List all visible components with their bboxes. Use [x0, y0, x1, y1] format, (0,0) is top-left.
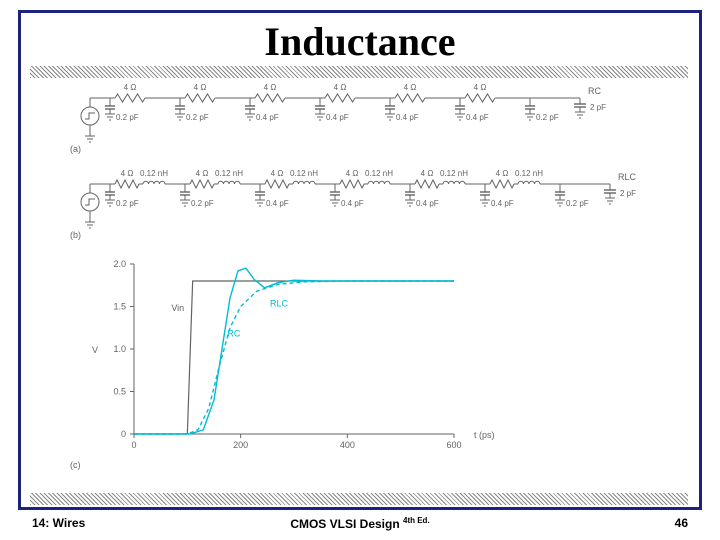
- decoration-bar-top: [30, 66, 688, 78]
- svg-text:0.2 pF: 0.2 pF: [566, 199, 589, 208]
- svg-text:2 pF: 2 pF: [620, 189, 636, 198]
- svg-text:0.2 pF: 0.2 pF: [191, 199, 214, 208]
- svg-text:0.4 pF: 0.4 pF: [341, 199, 364, 208]
- svg-text:0: 0: [131, 440, 136, 450]
- svg-text:0.12 nH: 0.12 nH: [290, 169, 318, 178]
- svg-text:t (ps): t (ps): [474, 430, 495, 440]
- svg-text:0.4 pF: 0.4 pF: [396, 113, 419, 122]
- svg-text:4 Ω: 4 Ω: [264, 84, 277, 92]
- footer-right: 46: [675, 516, 688, 530]
- svg-text:0.5: 0.5: [113, 387, 126, 397]
- svg-text:0.2 pF: 0.2 pF: [186, 113, 209, 122]
- svg-text:RC: RC: [588, 86, 601, 96]
- svg-text:RC: RC: [227, 328, 240, 338]
- svg-text:1.5: 1.5: [113, 302, 126, 312]
- footer-center: CMOS VLSI Design 4th Ed.: [0, 516, 720, 531]
- svg-text:V: V: [92, 345, 98, 355]
- svg-text:4 Ω: 4 Ω: [271, 169, 284, 178]
- svg-text:Vin: Vin: [171, 303, 184, 313]
- svg-text:RLC: RLC: [618, 172, 637, 182]
- svg-text:0.2 pF: 0.2 pF: [116, 113, 139, 122]
- svg-text:2.0: 2.0: [113, 259, 126, 269]
- slide-title: Inductance: [0, 18, 720, 65]
- svg-text:400: 400: [340, 440, 355, 450]
- svg-text:RLC: RLC: [270, 299, 289, 309]
- svg-text:4 Ω: 4 Ω: [194, 84, 207, 92]
- svg-text:0.2 pF: 0.2 pF: [116, 199, 139, 208]
- footer-center-sup: 4th Ed.: [403, 516, 430, 525]
- figure-content: 4 Ω 0.2 pF 0.2 pF 4 Ω 0.4 pF 4 Ω 0.4 pF 4 Ω 0.4 …: [50, 84, 670, 484]
- svg-text:0.12 nH: 0.12 nH: [365, 169, 393, 178]
- svg-text:0.4 pF: 0.4 pF: [491, 199, 514, 208]
- svg-text:0.12 nH: 0.12 nH: [440, 169, 468, 178]
- svg-text:0.12 nH: 0.12 nH: [215, 169, 243, 178]
- svg-text:0.4 pF: 0.4 pF: [266, 199, 289, 208]
- svg-text:4 Ω: 4 Ω: [421, 169, 434, 178]
- svg-text:4 Ω: 4 Ω: [196, 169, 209, 178]
- svg-text:600: 600: [446, 440, 461, 450]
- svg-text:4 Ω: 4 Ω: [404, 84, 417, 92]
- svg-text:0.4 pF: 0.4 pF: [416, 199, 439, 208]
- svg-text:4 Ω: 4 Ω: [474, 84, 487, 92]
- svg-text:0.4 pF: 0.4 pF: [256, 113, 279, 122]
- decoration-bar-bottom: [30, 493, 688, 505]
- svg-text:(b): (b): [70, 230, 81, 240]
- svg-text:4 Ω: 4 Ω: [334, 84, 347, 92]
- svg-text:(c): (c): [70, 460, 81, 470]
- figure-svg: 4 Ω 0.2 pF 0.2 pF 4 Ω 0.4 pF 4 Ω 0.4 pF 4 Ω 0.4 …: [50, 84, 670, 484]
- svg-text:0.4 pF: 0.4 pF: [466, 113, 489, 122]
- svg-text:0.2 pF: 0.2 pF: [536, 113, 559, 122]
- footer-center-main: CMOS VLSI Design: [290, 517, 403, 531]
- svg-text:200: 200: [233, 440, 248, 450]
- svg-text:1.0: 1.0: [113, 344, 126, 354]
- svg-text:2 pF: 2 pF: [590, 103, 606, 112]
- svg-text:0.12 nH: 0.12 nH: [140, 169, 168, 178]
- svg-text:0.4 pF: 0.4 pF: [326, 113, 349, 122]
- svg-text:4 Ω: 4 Ω: [124, 84, 137, 92]
- svg-text:4 Ω: 4 Ω: [496, 169, 509, 178]
- svg-text:4 Ω: 4 Ω: [346, 169, 359, 178]
- svg-text:4 Ω: 4 Ω: [121, 169, 134, 178]
- svg-text:0.12 nH: 0.12 nH: [515, 169, 543, 178]
- svg-text:(a): (a): [70, 144, 81, 154]
- svg-text:0: 0: [121, 429, 126, 439]
